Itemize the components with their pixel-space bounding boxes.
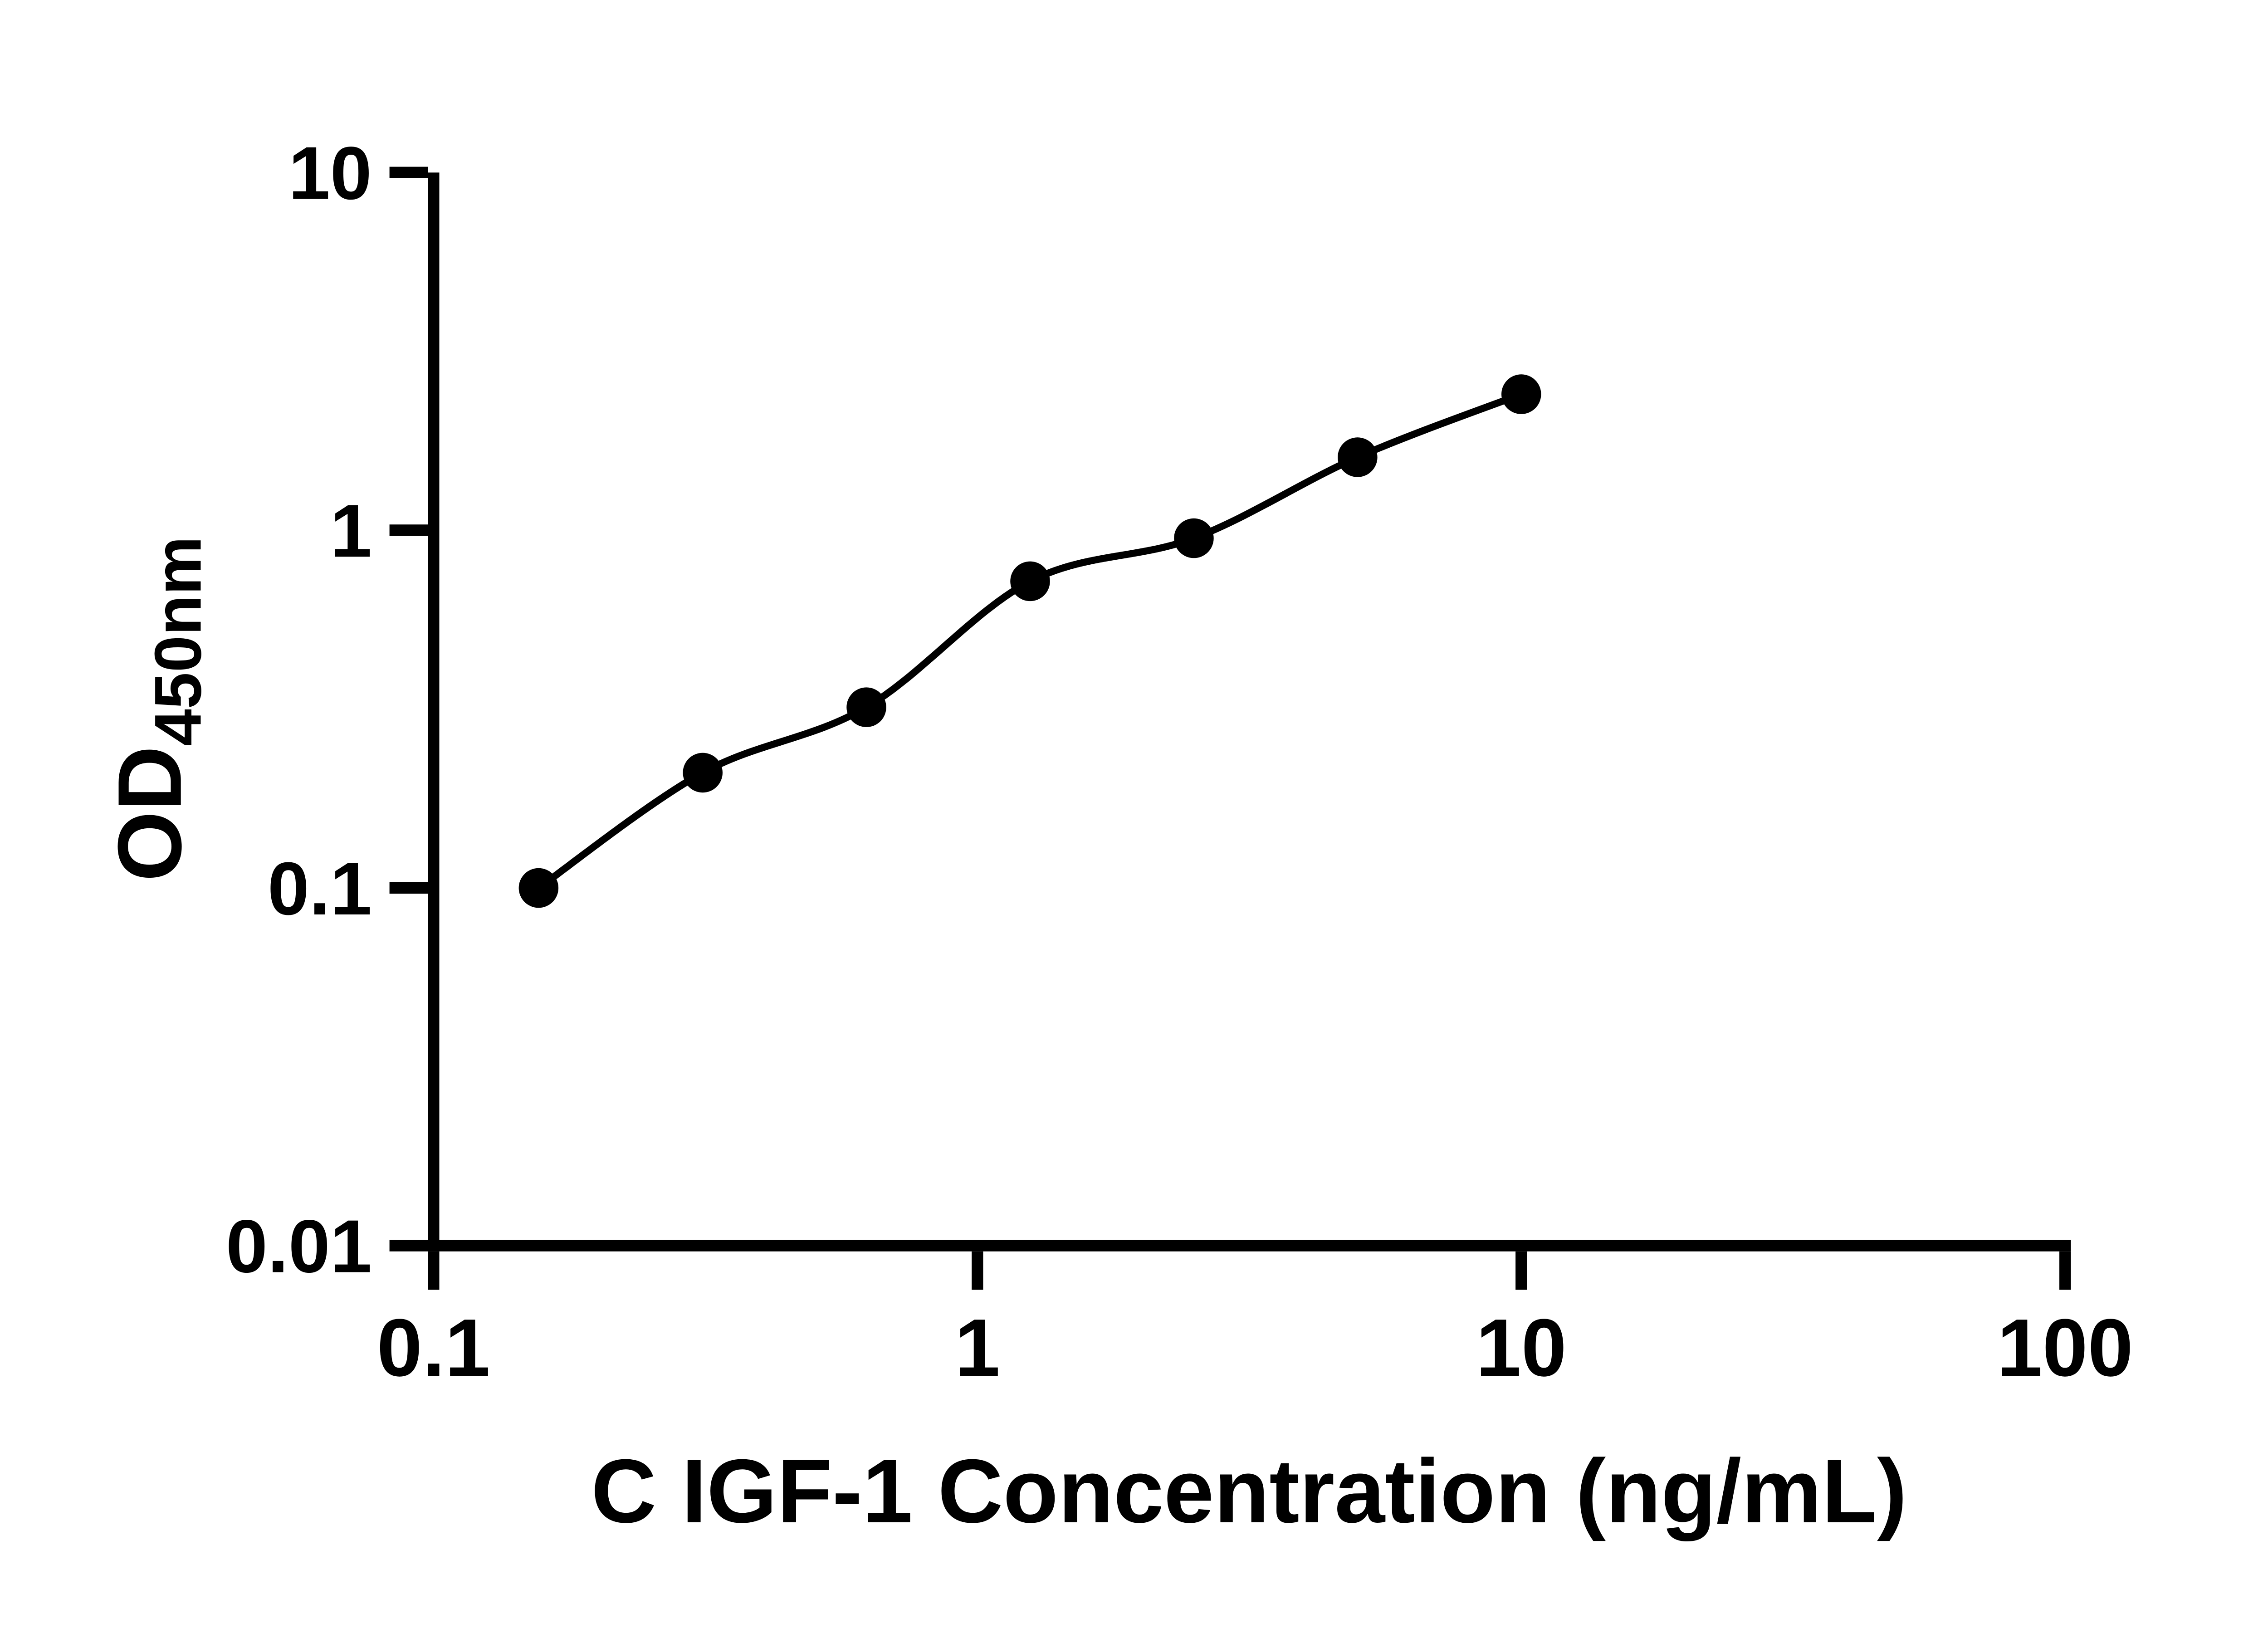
- y-tick-label: 1: [330, 489, 372, 573]
- data-point: [518, 868, 559, 908]
- y-tick-label: 10: [288, 132, 372, 215]
- data-point: [1010, 561, 1050, 601]
- x-axis-title: C IGF-1 Concentration (ng/mL): [591, 1441, 1907, 1542]
- y-axis-title: OD450nm: [100, 536, 215, 881]
- y-tick-label: 0.01: [226, 1204, 372, 1288]
- data-point: [1174, 518, 1214, 558]
- data-point: [1338, 437, 1378, 477]
- data-point: [683, 753, 723, 793]
- x-tick-label: 100: [1997, 1302, 2133, 1393]
- data-point: [846, 687, 886, 727]
- tick-marks: [389, 166, 2071, 1290]
- x-tick-label: 10: [1476, 1302, 1567, 1393]
- data-point: [1501, 374, 1541, 414]
- x-tick-label: 1: [955, 1302, 1000, 1393]
- y-axis-title-sub: 450nm: [141, 536, 215, 746]
- y-axis-title-main: OD: [100, 746, 200, 881]
- axes: [428, 172, 2071, 1252]
- plot-series: [518, 374, 1541, 908]
- y-tick-label: 0.1: [268, 847, 372, 931]
- x-tick-label: 0.1: [377, 1302, 490, 1393]
